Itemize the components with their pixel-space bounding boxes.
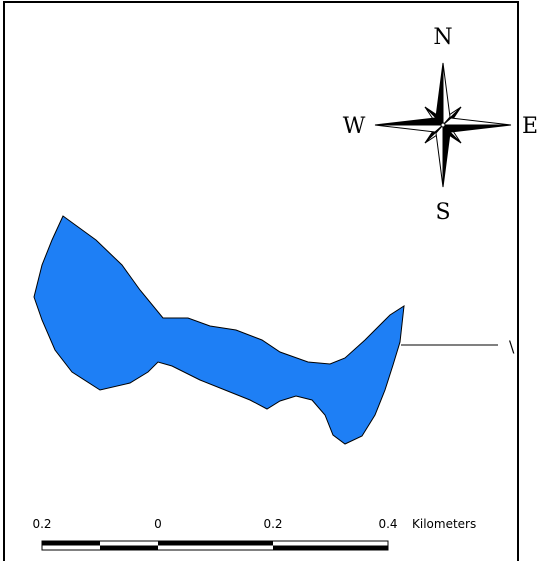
lake-polygon xyxy=(33,215,405,445)
scale-bar-segment xyxy=(100,545,158,550)
scale-bar-segment xyxy=(273,545,388,550)
scale-label: 0.2 xyxy=(32,517,51,531)
north-arrow-icon xyxy=(374,62,512,188)
callout-label: \ xyxy=(509,337,515,356)
scale-bar: 0.2 0 0.2 0.4 Kilometers xyxy=(32,517,476,551)
scale-unit-label: Kilometers xyxy=(412,517,476,531)
compass-label-west: W xyxy=(343,114,366,139)
scale-label: 0.2 xyxy=(263,517,282,531)
compass-label-east: E xyxy=(522,114,538,139)
scale-label: 0.4 xyxy=(378,517,397,531)
scale-bar-segment xyxy=(42,541,100,546)
compass-label-north: N xyxy=(433,25,452,50)
map-frame-border xyxy=(3,1,519,561)
scale-label: 0 xyxy=(154,517,162,531)
compass-label-south: S xyxy=(435,200,450,225)
scale-bar-segment xyxy=(158,541,273,546)
